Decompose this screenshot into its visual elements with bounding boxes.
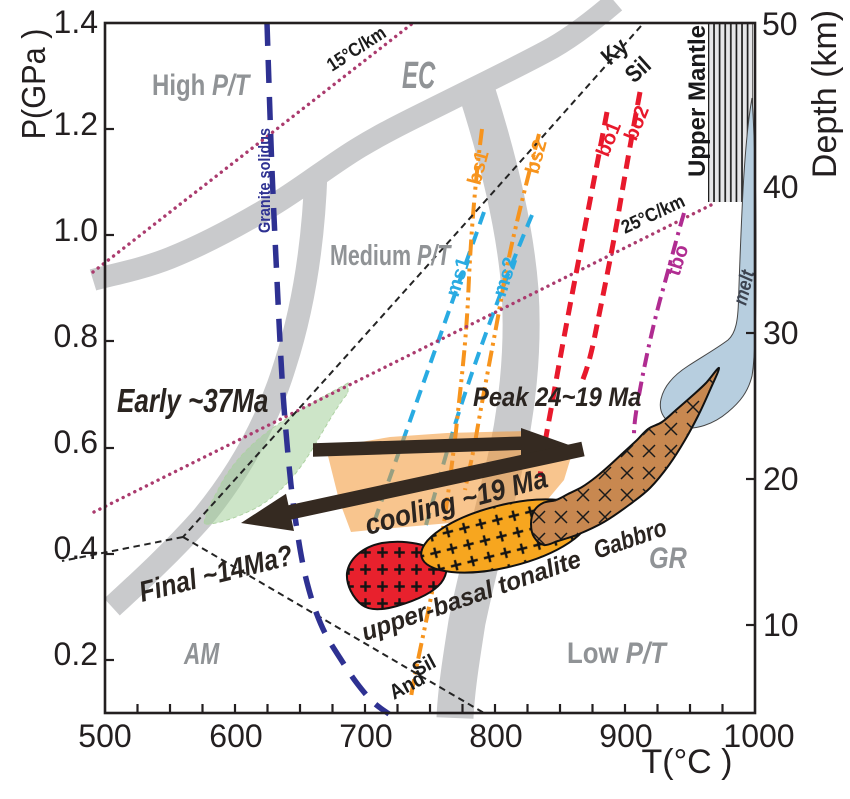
svg-text:Upper Mantle: Upper Mantle	[684, 25, 711, 177]
svg-text:700: 700	[339, 718, 392, 754]
svg-text:Granite solidus: Granite solidus	[256, 128, 274, 233]
svg-text:High P/T: High P/T	[152, 67, 251, 101]
svg-text:AM: AM	[183, 635, 220, 670]
svg-text:EC: EC	[402, 53, 436, 96]
svg-text:0.4: 0.4	[54, 530, 98, 566]
svg-text:10: 10	[763, 607, 799, 643]
svg-text:Early ~37Ma: Early ~37Ma	[117, 383, 268, 420]
svg-text:Low P/T: Low P/T	[567, 636, 669, 669]
svg-text:30: 30	[763, 315, 799, 351]
svg-text:Depth (km): Depth (km)	[806, 10, 844, 178]
svg-text:1.0: 1.0	[54, 212, 98, 248]
svg-text:40: 40	[763, 169, 799, 205]
svg-text:900: 900	[599, 718, 652, 754]
svg-text:1000: 1000	[723, 718, 794, 754]
svg-text:500: 500	[78, 718, 131, 754]
svg-text:1.4: 1.4	[54, 4, 98, 40]
svg-text:20: 20	[763, 461, 799, 497]
svg-text:T(°C ): T(°C )	[641, 743, 732, 781]
svg-text:1.2: 1.2	[54, 106, 98, 142]
svg-text:800: 800	[469, 718, 522, 754]
svg-text:600: 600	[209, 718, 262, 754]
svg-text:0.8: 0.8	[54, 318, 98, 354]
svg-text:0.2: 0.2	[54, 636, 98, 672]
svg-text:Medium P/T: Medium P/T	[330, 240, 452, 272]
svg-text:0.6: 0.6	[54, 424, 98, 460]
svg-text:50: 50	[762, 6, 798, 42]
svg-text:Peak 24~19 Ma: Peak 24~19 Ma	[473, 383, 641, 413]
svg-text:GR: GR	[649, 541, 687, 575]
svg-text:P(GPa ): P(GPa )	[15, 29, 52, 140]
